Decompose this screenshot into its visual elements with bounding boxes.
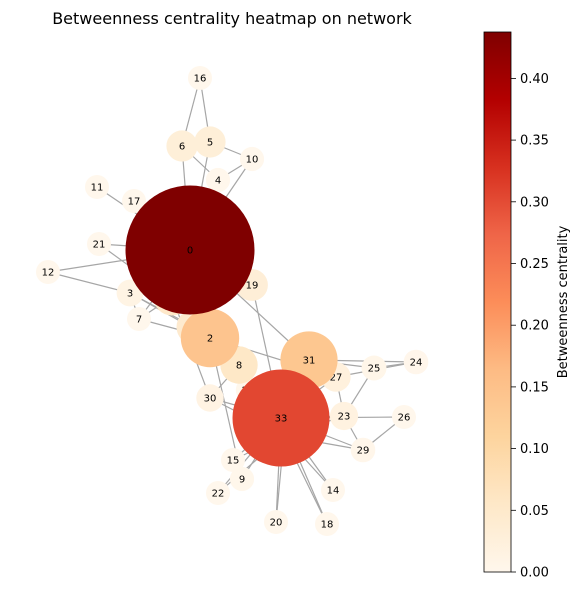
node-circle-33 bbox=[232, 369, 330, 467]
node-circle-18 bbox=[315, 512, 339, 536]
node-circle-9 bbox=[229, 466, 255, 492]
node-label-18: 18 bbox=[321, 520, 334, 531]
node-circle-23 bbox=[329, 401, 359, 431]
node-label-27: 27 bbox=[330, 373, 343, 384]
node-11: 11 bbox=[85, 175, 109, 199]
node-label-29: 29 bbox=[357, 446, 370, 457]
node-25: 25 bbox=[361, 355, 387, 381]
node-14: 14 bbox=[321, 478, 345, 502]
node-label-14: 14 bbox=[327, 486, 340, 497]
node-17: 17 bbox=[122, 189, 146, 213]
node-label-26: 26 bbox=[398, 413, 411, 424]
colorbar-tick-label: 0.35 bbox=[520, 134, 549, 149]
node-label-17: 17 bbox=[128, 197, 141, 208]
colorbar-ticks: 0.00 0.05 0.10 0.15 0.20 0.25 0.30 0.35 0.40 bbox=[511, 72, 549, 581]
node-29: 29 bbox=[350, 437, 376, 463]
node-label-31: 31 bbox=[303, 356, 316, 367]
node-circle-16 bbox=[188, 66, 212, 90]
node-12: 12 bbox=[36, 260, 60, 284]
node-label-7: 7 bbox=[136, 315, 142, 326]
node-circle-0 bbox=[125, 185, 255, 315]
node-circle-10 bbox=[239, 146, 265, 172]
node-circle-20 bbox=[264, 510, 288, 534]
node-label-10: 10 bbox=[246, 155, 259, 166]
node-label-24: 24 bbox=[410, 358, 423, 369]
node-24: 24 bbox=[403, 349, 429, 375]
node-circle-25 bbox=[361, 355, 387, 381]
node-label-19: 19 bbox=[246, 281, 259, 292]
node-2: 2 bbox=[180, 308, 240, 368]
node-label-3: 3 bbox=[127, 289, 133, 300]
node-label-9: 9 bbox=[239, 475, 245, 486]
colorbar-tick-label: 0.00 bbox=[520, 566, 549, 581]
node-16: 16 bbox=[188, 66, 212, 90]
node-30: 30 bbox=[196, 384, 224, 412]
node-circle-24 bbox=[403, 349, 429, 375]
node-9: 9 bbox=[229, 466, 255, 492]
colorbar-tick-label: 0.15 bbox=[520, 380, 549, 395]
node-circle-26 bbox=[392, 405, 416, 429]
node-circle-15 bbox=[221, 448, 245, 472]
node-label-2: 2 bbox=[207, 334, 213, 345]
node-7: 7 bbox=[127, 307, 151, 331]
colorbar-tick-label: 0.30 bbox=[520, 195, 549, 210]
node-circle-11 bbox=[85, 175, 109, 199]
colorbar: 0.00 0.05 0.10 0.15 0.20 0.25 0.30 0.35 0.40 Bet… bbox=[483, 31, 571, 581]
chart-title: Betweenness centrality heatmap on networ… bbox=[52, 9, 412, 28]
node-20: 20 bbox=[264, 510, 288, 534]
node-circle-6 bbox=[166, 130, 198, 162]
node-0: 0 bbox=[125, 185, 255, 315]
node-circle-2 bbox=[180, 308, 240, 368]
node-label-4: 4 bbox=[215, 176, 221, 187]
node-label-20: 20 bbox=[270, 518, 283, 529]
node-label-15: 15 bbox=[227, 456, 240, 467]
node-22: 22 bbox=[206, 481, 230, 505]
colorbar-label: Betweenness centrality bbox=[556, 225, 571, 378]
node-circle-21 bbox=[87, 232, 111, 256]
node-10: 10 bbox=[239, 146, 265, 172]
node-label-21: 21 bbox=[93, 240, 106, 251]
colorbar-gradient bbox=[483, 31, 512, 573]
node-18: 18 bbox=[315, 512, 339, 536]
node-circle-5 bbox=[194, 126, 226, 158]
colorbar-tick-label: 0.40 bbox=[520, 72, 549, 87]
node-label-12: 12 bbox=[42, 268, 55, 279]
node-circle-30 bbox=[196, 384, 224, 412]
node-23: 23 bbox=[329, 401, 359, 431]
node-4: 4 bbox=[205, 167, 231, 193]
node-circle-7 bbox=[127, 307, 151, 331]
colorbar-tick-label: 0.25 bbox=[520, 257, 549, 272]
colorbar-tick-label: 0.20 bbox=[520, 319, 549, 334]
node-21: 21 bbox=[87, 232, 111, 256]
node-label-11: 11 bbox=[91, 183, 104, 194]
node-33: 33 bbox=[232, 369, 330, 467]
node-label-6: 6 bbox=[179, 142, 185, 153]
node-circle-22 bbox=[206, 481, 230, 505]
edge-3-12 bbox=[47, 271, 131, 294]
node-label-5: 5 bbox=[207, 138, 213, 149]
node-label-23: 23 bbox=[338, 412, 351, 423]
node-26: 26 bbox=[392, 405, 416, 429]
node-label-33: 33 bbox=[275, 414, 288, 425]
node-circle-14 bbox=[321, 478, 345, 502]
node-label-25: 25 bbox=[368, 364, 381, 375]
node-label-16: 16 bbox=[194, 74, 207, 85]
nodes-layer: 7111214151617182021222641092824292533023… bbox=[36, 66, 429, 536]
node-label-22: 22 bbox=[212, 489, 225, 500]
node-label-0: 0 bbox=[187, 246, 193, 257]
node-5: 5 bbox=[194, 126, 226, 158]
colorbar-tick-label: 0.05 bbox=[520, 504, 549, 519]
node-label-8: 8 bbox=[236, 361, 242, 372]
node-6: 6 bbox=[166, 130, 198, 162]
node-label-30: 30 bbox=[204, 394, 217, 405]
node-circle-12 bbox=[36, 260, 60, 284]
node-circle-17 bbox=[122, 189, 146, 213]
node-15: 15 bbox=[221, 448, 245, 472]
node-circle-29 bbox=[350, 437, 376, 463]
node-circle-4 bbox=[205, 167, 231, 193]
colorbar-tick-label: 0.10 bbox=[520, 442, 549, 457]
